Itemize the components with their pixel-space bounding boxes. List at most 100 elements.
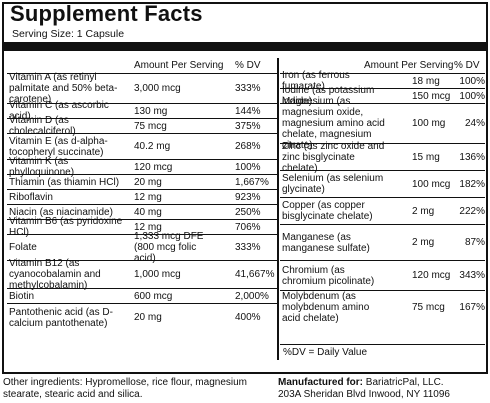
nutrient-amount: 12 mg [134,221,162,233]
nutrient-amount: 40 mg [134,206,162,218]
nutrient-dv: 923% [235,191,261,203]
nutrient-dv: 167% [459,302,485,313]
nutrient-name: Thiamin (as thiamin HCl) [9,176,120,188]
nutrient-amount: 20 mg [134,312,162,323]
column-header: Amount Per Serving % DV [280,58,485,74]
supplement-facts-panel: Supplement Facts Serving Size: 1 Capsule… [2,1,488,374]
nutrient-row: Vitamin B6 (as pyridoxine HCl) 12 mg 706% [7,216,277,238]
nutrient-dv: 136% [459,151,485,163]
nutrient-name: Vitamin B6 (as pyridoxine HCl) [9,216,123,238]
column-header: Amount Per Serving % DV [7,58,277,74]
manufacturer-address: 203A Sheridan Blvd Inwood, NY 11096 [278,388,450,400]
nutrient-row: Vitamin A (as retinyl palmitate and 50% … [7,72,277,105]
nutrient-amount: 75 mcg [412,302,445,313]
nutrient-amount: 1,333 mcg DFE (800 mcg folic acid) [134,231,204,264]
other-ingredients: Other ingredients: Hypromellose, rice fl… [3,377,247,400]
nutrient-amount: 18 mg [412,75,440,87]
nutrient-name: Vitamin B12 (as cyanocobalamin and methy… [9,258,101,291]
nutrient-name: Vitamin C (as ascorbic acid) [9,100,109,122]
nutrient-name: Vitamin E (as d-alpha-tocopheryl succina… [9,135,108,158]
nutrient-name: Vitamin D (as cholecalciferol) [9,115,76,137]
nutrient-row: Vitamin C (as ascorbic acid) 130 mg 144% [7,100,277,122]
nutrient-row: Riboflavin 12 mg 923% [7,190,277,205]
nutrient-amount: 15 mg [412,151,440,163]
nutrient-amount: 600 mcg [134,290,173,302]
nutrient-name: Zinc (as zinc oxide and zinc bisglycinat… [282,140,385,174]
nutrient-name: Copper (as copper bisglycinate chelate) [282,200,373,222]
vitamins-column: Amount Per Serving % DV Vitamin A (as re… [7,58,277,331]
thick-divider [4,42,486,51]
nutrient-name: Pantothenic acid (as D-calcium pantothen… [9,306,113,329]
nutrient-dv: 144% [235,105,261,117]
nutrient-amount: 1,000 mcg [134,269,181,280]
nutrient-amount: 120 mcg [134,161,173,173]
nutrient-name: Folate [9,242,37,253]
minerals-column: Amount Per Serving % DV Iron (as ferrous… [280,58,485,360]
column-divider [277,58,279,360]
nutrient-amount: 3,000 mcg [134,83,181,94]
nutrient-row: Niacin (as niacinamide) 40 mg 250% [7,205,277,220]
nutrient-dv: 706% [235,221,261,233]
nutrient-amount: 100 mcg [412,178,451,190]
nutrient-row: Iodine (as potassium iodide) 150 mcg 100% [280,85,485,107]
nutrient-dv: 222% [459,205,485,217]
nutrient-row: Folate 1,333 mcg DFE (800 mcg folic acid)… [7,231,277,264]
nutrient-dv: 100% [235,161,261,173]
nutrient-row: Molybdenum (as molybdenum amino acid che… [280,291,485,324]
manufacturer-info: Manufactured for: BariatricPal, LLC. 203… [278,377,488,400]
nutrient-name: Iron (as ferrous fumarate) [282,70,350,92]
nutrient-name: Biotin [9,290,35,302]
nutrient-row: Zinc (as zinc oxide and zinc bisglycinat… [280,140,485,174]
nutrient-row: Manganese (as manganese sulfate) 2 mg 87% [280,225,485,261]
amount-header: Amount Per Serving [364,60,454,71]
dv-header: % DV [235,60,261,71]
nutrient-dv: 375% [235,120,261,132]
nutrient-row: Magnesium (as magnesium oxide, magnesium… [280,96,485,151]
nutrient-dv: 1,667% [235,176,269,188]
nutrient-row: Selenium (as selenium glycinate) 100 mcg 1… [280,171,485,198]
nutrient-row: Chromium (as chromium picolinate) 120 mcg… [280,261,485,291]
nutrient-amount: 20 mg [134,176,162,188]
nutrient-row: Vitamin D (as cholecalciferol) 75 mcg 375% [7,115,277,137]
nutrient-name: Vitamin A (as retinyl palmitate and 50% … [9,72,118,105]
nutrient-row: Pantothenic acid (as D-calcium pantothen… [7,304,277,331]
dv-header: % DV [454,60,480,71]
nutrient-dv: 333% [235,242,261,253]
nutrient-amount: 75 mcg [134,120,167,132]
nutrient-dv: 400% [235,312,261,323]
nutrient-row: Biotin 600 mcg 2,000% [7,289,277,304]
nutrient-name: Selenium (as selenium glycinate) [282,173,384,195]
nutrient-amount: 2 mg [412,205,435,217]
nutrient-row: Vitamin B12 (as cyanocobalamin and methy… [7,258,277,291]
amount-header: Amount Per Serving [134,60,224,71]
nutrient-dv: 250% [235,206,261,218]
mineral-rows: Iron (as ferrous fumarate) 18 mg 100% Iodin… [280,70,485,324]
manufacturer-name: BariatricPal, LLC. [365,377,444,388]
nutrient-name: Riboflavin [9,191,53,203]
nutrient-row: Vitamin K (as phylloquinone) 120 mcg 100% [7,156,277,178]
nutrient-name: Molybdenum (as molybdenum amino acid che… [282,291,370,324]
nutrient-amount: 100 mg [412,118,446,129]
nutrient-dv: 333% [235,83,261,94]
nutrient-dv: 182% [459,178,485,190]
nutrient-name: Magnesium (as magnesium oxide, magnesium… [282,96,385,151]
nutrient-amount: 12 mg [134,191,162,203]
nutrient-row: Copper (as copper bisglycinate chelate) 2… [280,198,485,225]
nutrient-dv: 343% [459,270,485,281]
nutrient-dv: 268% [235,141,261,152]
serving-size: Serving Size: 1 Capsule [12,28,125,40]
nutrient-dv: 100% [459,90,485,102]
manufacturer-label: Manufactured for: [278,377,363,388]
nutrient-name: Vitamin K (as phylloquinone) [9,156,75,178]
nutrient-dv: 2,000% [235,290,269,302]
nutrient-amount: 40.2 mg [134,141,171,152]
nutrient-dv: 100% [459,75,485,87]
nutrient-dv: 24% [464,118,485,129]
nutrient-row: Thiamin (as thiamin HCl) 20 mg 1,667% [7,175,277,190]
nutrient-name: Chromium (as chromium picolinate) [282,264,375,287]
nutrient-row: Iron (as ferrous fumarate) 18 mg 100% [280,70,485,92]
nutrient-amount: 120 mcg [412,270,451,281]
nutrient-name: Iodine (as potassium iodide) [282,85,375,107]
nutrient-dv: 41,667% [235,269,275,280]
vitamin-rows: Vitamin A (as retinyl palmitate and 50% … [7,72,277,331]
